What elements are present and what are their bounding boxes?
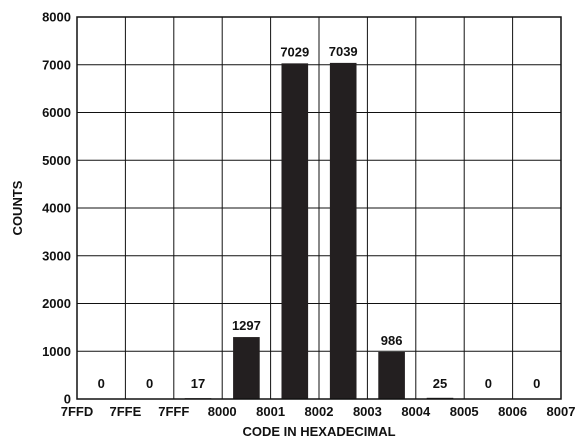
data-labels: 0 0 17 1297 7029 7039 986 25 0 0 xyxy=(98,44,541,391)
x-tick-label: 8006 xyxy=(498,404,527,419)
x-tick-label: 8007 xyxy=(547,404,576,419)
y-tick-label: 2000 xyxy=(42,296,71,311)
bar-value-label: 7029 xyxy=(280,44,309,59)
bar-value-label: 0 xyxy=(146,376,153,391)
bar-value-label: 986 xyxy=(381,333,403,348)
bar xyxy=(281,63,309,400)
bar-value-label: 17 xyxy=(191,376,205,391)
y-tick-labels: 0 1000 2000 3000 4000 5000 6000 7000 8000 xyxy=(42,10,71,407)
x-tick-label: 8004 xyxy=(401,404,431,419)
y-tick-label: 1000 xyxy=(42,344,71,359)
x-axis-title: CODE IN HEXADECIMAL xyxy=(242,424,395,439)
bar xyxy=(233,337,260,399)
y-tick-label: 7000 xyxy=(42,57,71,72)
x-tick-label: 8001 xyxy=(256,404,285,419)
y-tick-label: 0 xyxy=(64,392,71,407)
y-tick-label: 6000 xyxy=(42,105,71,120)
x-tick-label: 7FFD xyxy=(61,404,94,419)
y-tick-label: 4000 xyxy=(42,201,71,216)
bar-value-label: 0 xyxy=(98,376,105,391)
bar-value-label: 0 xyxy=(533,376,540,391)
y-axis-title: COUNTS xyxy=(10,180,25,235)
plot-border xyxy=(76,16,562,400)
x-tick-label: 8000 xyxy=(208,404,237,419)
x-tick-labels: 7FFD 7FFE 7FFF 8000 8001 8002 8003 8004 8005 8006… xyxy=(61,404,576,419)
x-tick-label: 7FFF xyxy=(158,404,189,419)
bar xyxy=(378,351,405,399)
bars-layer xyxy=(184,62,454,400)
plot-frame xyxy=(76,16,562,400)
bar-value-label: 7039 xyxy=(329,44,358,59)
bar-value-label: 25 xyxy=(433,376,447,391)
bar xyxy=(329,62,357,399)
x-tick-label: 8005 xyxy=(450,404,479,419)
y-tick-label: 3000 xyxy=(42,248,71,263)
bar-value-label: 0 xyxy=(485,376,492,391)
y-tick-label: 8000 xyxy=(42,10,71,25)
bar-value-label: 1297 xyxy=(232,318,261,333)
x-tick-label: 7FFE xyxy=(110,404,142,419)
x-tick-label: 8002 xyxy=(305,404,334,419)
x-tick-label: 8003 xyxy=(353,404,382,419)
grid-layer xyxy=(76,16,562,400)
y-tick-label: 5000 xyxy=(42,153,71,168)
